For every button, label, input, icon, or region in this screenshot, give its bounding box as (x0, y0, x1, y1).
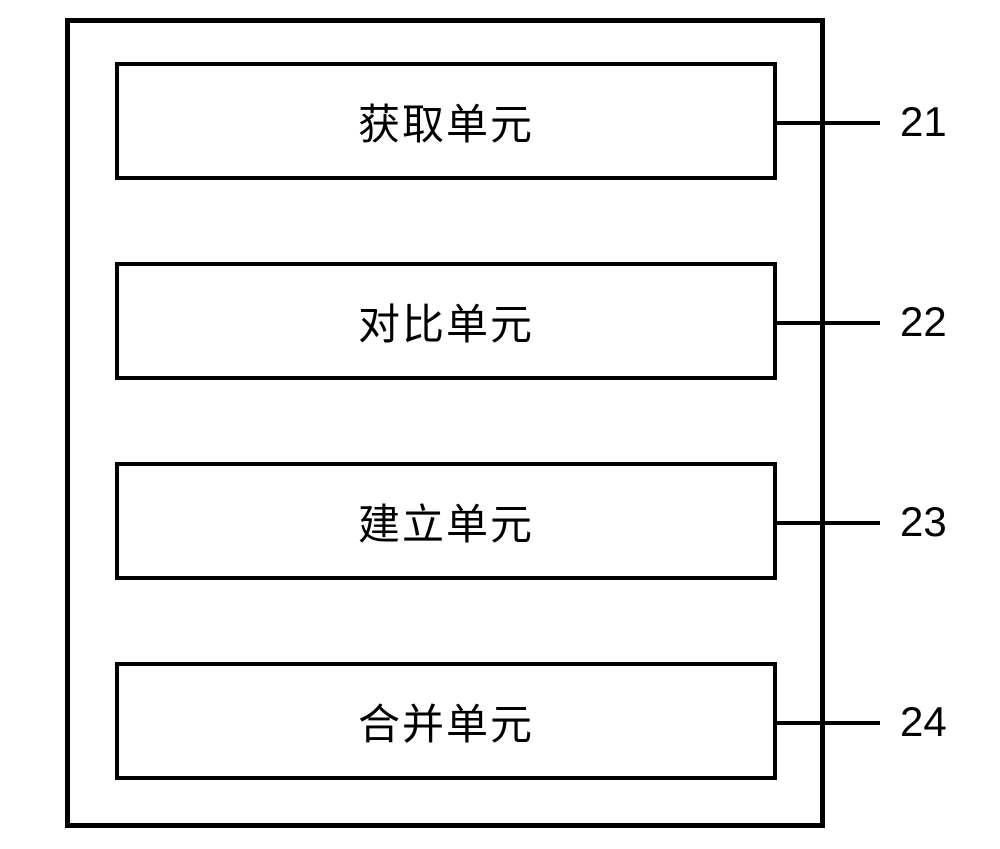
connector-line-establish (777, 521, 880, 525)
unit-label-merge: 合并单元 (358, 691, 534, 752)
unit-box-acquire: 获取单元 (115, 62, 777, 180)
unit-box-merge: 合并单元 (115, 662, 777, 780)
unit-box-compare: 对比单元 (115, 262, 777, 380)
number-label-acquire: 21 (900, 98, 947, 146)
connector-line-compare (777, 321, 880, 325)
unit-box-establish: 建立单元 (115, 462, 777, 580)
number-label-compare: 22 (900, 298, 947, 346)
unit-label-establish: 建立单元 (358, 491, 534, 552)
unit-label-acquire: 获取单元 (358, 91, 534, 152)
connector-line-acquire (777, 121, 880, 125)
connector-line-merge (777, 721, 880, 725)
unit-label-compare: 对比单元 (358, 291, 534, 352)
number-label-merge: 24 (900, 698, 947, 746)
number-label-establish: 23 (900, 498, 947, 546)
